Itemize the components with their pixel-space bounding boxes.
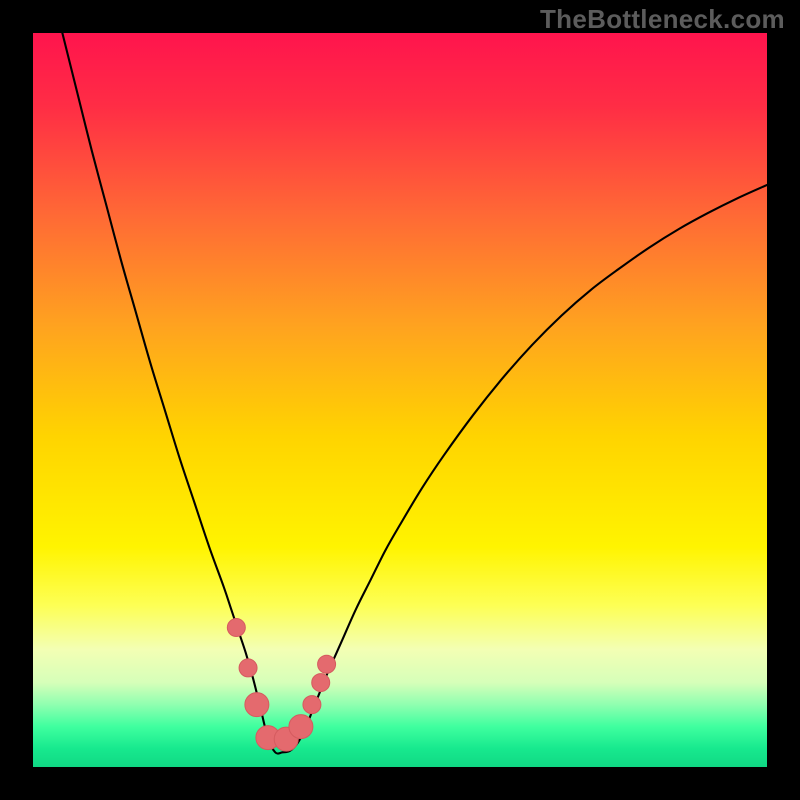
curve-marker [239,659,257,677]
curve-marker [318,655,336,673]
curve-marker [312,674,330,692]
watermark-text: TheBottleneck.com [540,4,785,35]
curve-marker [227,619,245,637]
curve-marker [303,696,321,714]
curve-marker [289,715,313,739]
curve-marker [245,693,269,717]
plot-background [33,33,767,767]
bottleneck-chart [0,0,800,800]
